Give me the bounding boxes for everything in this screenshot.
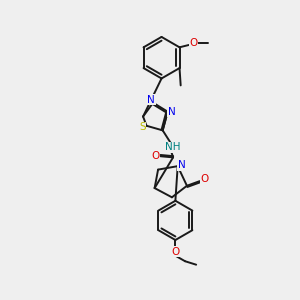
- Text: O: O: [201, 174, 209, 184]
- Text: S: S: [139, 122, 146, 132]
- Text: N: N: [168, 107, 175, 117]
- Text: O: O: [152, 151, 160, 161]
- Text: O: O: [171, 247, 179, 256]
- Text: N: N: [178, 160, 186, 170]
- Text: N: N: [147, 95, 155, 105]
- Text: O: O: [190, 38, 198, 48]
- Text: NH: NH: [165, 142, 180, 152]
